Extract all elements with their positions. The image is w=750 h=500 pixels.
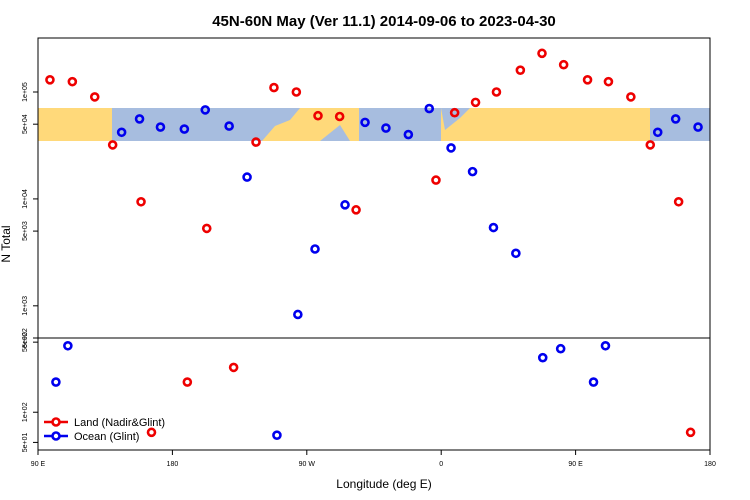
x-tick-label: 90 E xyxy=(568,461,583,468)
point xyxy=(582,75,593,85)
y-tick-label: 5e+02 xyxy=(22,328,29,348)
x-tick-label: 90 E xyxy=(31,461,46,468)
y-tick-label: 5e+04 xyxy=(22,114,29,134)
point xyxy=(652,127,663,138)
point xyxy=(424,103,435,114)
y-tick-label: 1e+05 xyxy=(22,82,29,102)
map-ocean xyxy=(320,125,350,141)
map-ocean xyxy=(441,108,470,130)
point xyxy=(360,117,370,128)
point xyxy=(116,127,127,138)
point xyxy=(403,129,414,140)
point xyxy=(89,92,100,102)
y-tick-label: 5e+03 xyxy=(22,221,29,241)
map-strip xyxy=(38,108,710,141)
plot-frame xyxy=(37,37,711,451)
point xyxy=(334,111,345,122)
point xyxy=(491,87,502,97)
point xyxy=(431,175,441,185)
point xyxy=(269,82,279,93)
point xyxy=(200,105,211,115)
point xyxy=(242,172,252,182)
point xyxy=(603,76,614,87)
x-tick-label: 180 xyxy=(704,461,716,468)
point xyxy=(693,122,703,132)
point xyxy=(107,140,118,150)
point xyxy=(673,196,684,207)
y-tick-label: 1e+04 xyxy=(22,189,29,209)
point xyxy=(645,140,656,150)
point xyxy=(449,107,460,118)
point xyxy=(201,223,212,234)
x-axis-label: Longitude (deg E) xyxy=(336,477,431,491)
point xyxy=(555,343,566,354)
point xyxy=(67,76,78,87)
point xyxy=(51,377,61,387)
x-tick-label: 90 W xyxy=(299,461,316,468)
point xyxy=(558,59,569,70)
legend-marker xyxy=(51,417,61,427)
point xyxy=(381,123,391,133)
point xyxy=(182,377,193,387)
point xyxy=(488,222,499,233)
point xyxy=(670,114,681,124)
point xyxy=(155,122,166,132)
point xyxy=(351,205,361,215)
point xyxy=(600,340,611,351)
chart-title: 45N-60N May (Ver 11.1) 2014-09-06 to 202… xyxy=(212,13,556,30)
legend-label: Land (Nadir&Glint) xyxy=(74,417,165,429)
point xyxy=(136,196,146,207)
point xyxy=(63,340,73,351)
y-tick-label: 1e+02 xyxy=(22,402,29,422)
y-tick-label: 1e+03 xyxy=(22,296,29,316)
point xyxy=(310,244,320,254)
point xyxy=(588,377,599,387)
y-tick-label: 5e+01 xyxy=(22,432,29,452)
point xyxy=(340,200,350,210)
point xyxy=(251,137,261,147)
point xyxy=(272,430,282,441)
x-tick-label: 0 xyxy=(439,461,443,468)
x-tick-label: 180 xyxy=(167,461,179,468)
point xyxy=(470,97,481,108)
point xyxy=(511,248,521,259)
point xyxy=(515,65,526,75)
point xyxy=(179,124,190,134)
y-tick-label: 5e+02 xyxy=(22,332,29,352)
map-ocean xyxy=(112,108,262,141)
point xyxy=(293,309,303,320)
legend-label: Ocean (Glint) xyxy=(74,431,139,443)
point xyxy=(626,92,636,102)
point xyxy=(228,362,239,373)
point xyxy=(537,352,548,363)
point xyxy=(224,121,234,131)
map-ocean xyxy=(359,108,441,141)
point xyxy=(45,75,55,85)
point xyxy=(291,87,302,97)
point xyxy=(685,427,696,438)
legend-marker xyxy=(51,431,61,441)
point xyxy=(537,48,547,59)
point xyxy=(134,114,145,124)
point xyxy=(146,427,157,438)
point xyxy=(313,110,323,121)
map-ocean xyxy=(262,108,300,141)
y-axis-label: N Total xyxy=(0,225,13,262)
point xyxy=(446,143,456,153)
point xyxy=(467,166,478,177)
